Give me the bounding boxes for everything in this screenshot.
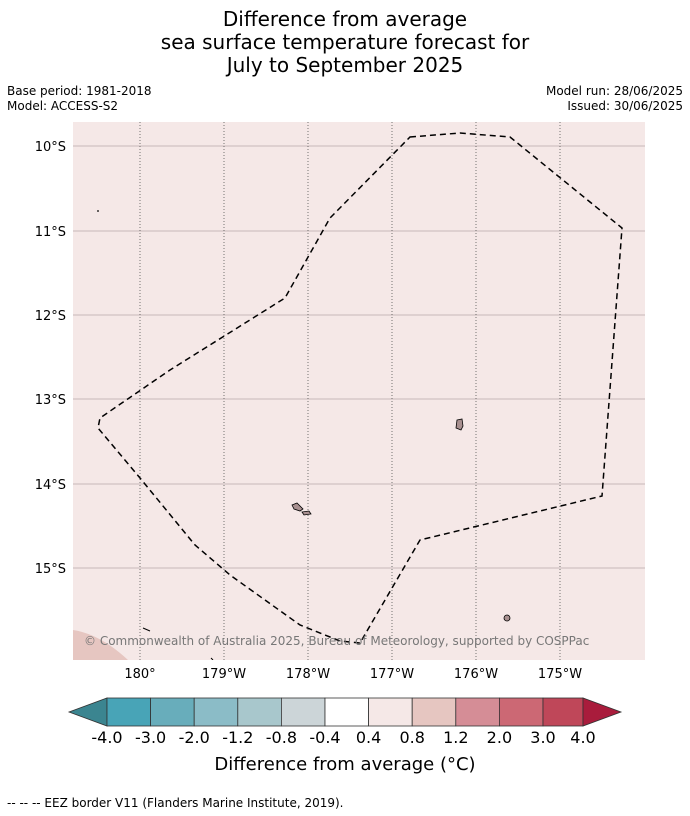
colorbar-extend-high xyxy=(582,697,623,727)
colorbar xyxy=(67,697,623,727)
colorbar-segment xyxy=(455,697,500,727)
colorbar-segment xyxy=(237,697,282,727)
colorbar-label: Difference from average (°C) xyxy=(214,754,476,775)
lon-label: 178°W xyxy=(286,667,330,682)
issued-date: Issued: 30/06/2025 xyxy=(567,99,683,113)
colorbar-segment xyxy=(498,697,544,727)
colorbar-tick: 0.4 xyxy=(356,728,381,747)
island xyxy=(503,614,511,622)
colorbar-tick: -2.0 xyxy=(179,728,210,747)
island xyxy=(291,502,304,512)
colorbar-tick: 4.0 xyxy=(570,728,595,747)
lon-label: 176°W xyxy=(454,667,498,682)
colorbar-segment xyxy=(324,697,369,727)
copyright-watermark: © Commonwealth of Australia 2025, Bureau… xyxy=(84,634,589,648)
lat-label: 13°S xyxy=(35,393,66,408)
lat-label: 12°S xyxy=(35,309,66,324)
title-line-3: July to September 2025 xyxy=(226,53,464,77)
colorbar-tick: 3.0 xyxy=(530,728,555,747)
title-line-1: Difference from average xyxy=(222,7,468,31)
colorbar-segment xyxy=(150,697,195,727)
model-name: Model: ACCESS-S2 xyxy=(7,99,119,113)
lon-label: 177°W xyxy=(370,667,414,682)
lat-label: 10°S xyxy=(35,140,66,155)
anomaly-region-lower-left xyxy=(73,630,128,660)
colorbar-segment xyxy=(193,697,239,727)
lon-label: 179°W xyxy=(202,667,246,682)
colorbar-ticks: -4.0 -3.0 -2.0 -1.2 -0.8 -0.4 0.4 0.8 1.… xyxy=(91,728,595,747)
base-period: Base period: 1981-2018 xyxy=(7,84,152,98)
colorbar-segment xyxy=(368,697,413,727)
colorbar-tick: 0.8 xyxy=(399,728,424,747)
lat-label: 14°S xyxy=(35,478,66,493)
colorbar-segment xyxy=(106,697,151,727)
eez-footnote: -- -- -- EEZ border V11 (Flanders Marine… xyxy=(7,796,344,810)
lon-label: 175°W xyxy=(538,667,582,682)
colorbar-segment xyxy=(280,697,326,727)
lat-label: 15°S xyxy=(35,562,66,577)
island xyxy=(97,210,99,212)
lat-label: 11°S xyxy=(35,225,66,240)
latitude-gridlines xyxy=(73,145,645,569)
meta-right: Model run: 28/06/2025 Issued: 30/06/2025 xyxy=(546,84,683,114)
colorbar-tick: -1.2 xyxy=(222,728,253,747)
colorbar-tick: -4.0 xyxy=(91,728,122,747)
colorbar-tick: -0.4 xyxy=(309,728,340,747)
meta-left: Base period: 1981-2018 Model: ACCESS-S2 xyxy=(7,84,152,114)
lon-label: 180° xyxy=(124,667,155,682)
chart-title: Difference from average sea surface temp… xyxy=(0,8,690,77)
island xyxy=(210,657,214,660)
colorbar-tick: 1.2 xyxy=(443,728,468,747)
model-run: Model run: 28/06/2025 xyxy=(545,84,683,98)
map-figure: 10°S 11°S 12°S 13°S 14°S 15°S 180° 179°W… xyxy=(35,122,645,747)
colorbar-tick: -0.8 xyxy=(266,728,297,747)
colorbar-segment xyxy=(411,697,457,727)
colorbar-extend-low xyxy=(67,697,108,727)
island xyxy=(301,510,312,516)
title-line-2: sea surface temperature forecast for xyxy=(160,30,530,54)
island xyxy=(455,418,464,431)
map-background xyxy=(73,122,645,660)
colorbar-tick: -3.0 xyxy=(135,728,166,747)
colorbar-tick: 2.0 xyxy=(487,728,512,747)
colorbar-segment xyxy=(542,697,584,727)
eez-border xyxy=(97,132,623,644)
island xyxy=(142,627,151,632)
